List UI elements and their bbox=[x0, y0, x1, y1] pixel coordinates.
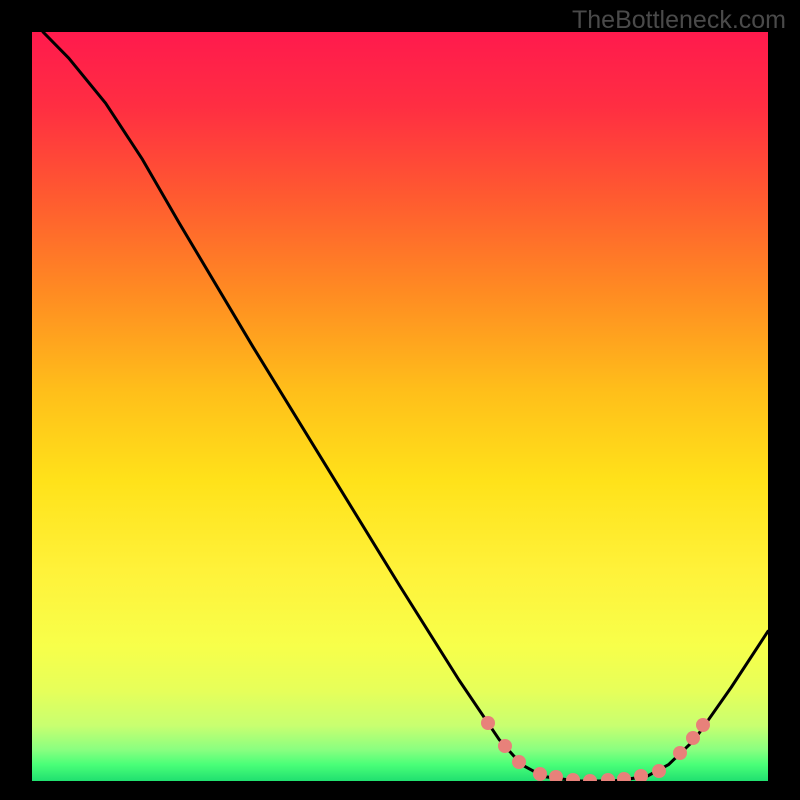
data-marker bbox=[512, 755, 526, 769]
data-marker bbox=[652, 764, 666, 778]
data-marker bbox=[566, 773, 580, 782]
data-marker bbox=[481, 716, 495, 730]
data-marker bbox=[686, 731, 700, 745]
data-marker bbox=[601, 773, 615, 781]
data-marker bbox=[696, 718, 710, 732]
data-marker bbox=[634, 769, 648, 781]
data-marker bbox=[617, 772, 631, 781]
data-marker bbox=[673, 746, 687, 760]
data-marker bbox=[533, 767, 547, 781]
plot-area bbox=[32, 32, 768, 781]
data-marker bbox=[549, 770, 563, 781]
data-marker bbox=[583, 774, 597, 781]
watermark-text: TheBottleneck.com bbox=[572, 6, 786, 35]
data-marker bbox=[498, 739, 512, 753]
markers-layer bbox=[32, 32, 768, 781]
